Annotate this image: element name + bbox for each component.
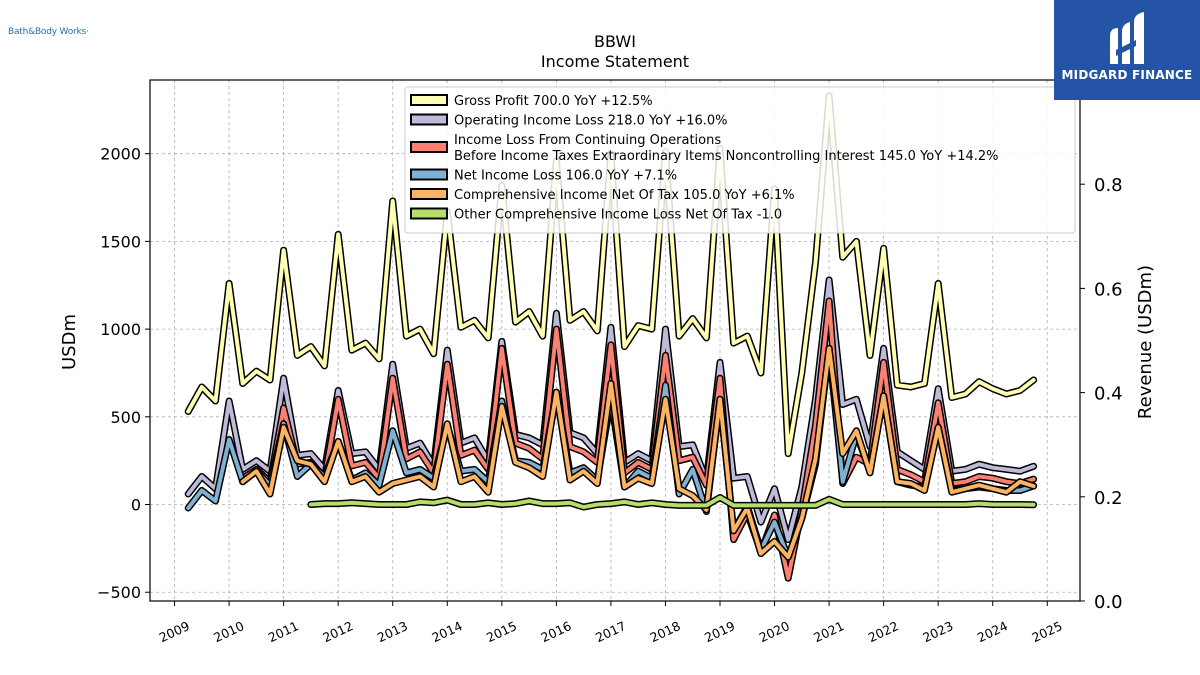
plot-border <box>149 79 1081 602</box>
x-tick-label: 2024 <box>975 618 1010 645</box>
legend: Gross Profit 700.0 YoY +12.5% Operating I… <box>404 86 1076 234</box>
legend-label-4: Comprehensive Income Net Of Tax 105.0 Yo… <box>454 188 795 203</box>
chart-title: BBWI <box>594 32 636 51</box>
x-tick-label: 2023 <box>920 618 955 645</box>
x-tick-label: 2021 <box>811 618 846 645</box>
bath-body-works-logo: Bath&Body Works· <box>8 27 89 37</box>
x-tick-label: 2022 <box>866 618 901 645</box>
legend-label-1: Operating Income Loss 218.0 YoY +16.0% <box>454 114 728 129</box>
y-right-tick-label: 0.2 <box>1094 488 1123 509</box>
series-line-4 <box>240 346 1036 560</box>
midgard-finance-logo: MIDGARD FINANCE <box>1054 0 1200 100</box>
y-tick-label: 500 <box>110 408 141 427</box>
x-tick-label: 2015 <box>484 618 519 645</box>
x-tick-label: 2020 <box>757 618 792 645</box>
y-axis-label-right: Revenue (USDm) <box>1135 265 1156 419</box>
x-tick-label: 2014 <box>429 618 464 645</box>
y-right-tick-label: 0.8 <box>1094 175 1123 196</box>
x-tick-label: 2013 <box>375 618 410 645</box>
x-tick-label: 2012 <box>320 618 355 645</box>
chart-subtitle: Income Statement <box>541 52 689 71</box>
legend-swatch-0 <box>410 94 448 106</box>
legend-swatch-1 <box>410 113 448 126</box>
x-tick-label: 2017 <box>593 618 628 645</box>
x-tick-label: 2011 <box>266 618 301 645</box>
y-axis-label: USDm <box>59 314 80 370</box>
midgard-finance-label: MIDGARD FINANCE <box>1061 68 1193 82</box>
legend-label-3: Net Income Loss 106.0 YoY +7.1% <box>454 169 677 184</box>
legend-box <box>404 86 1076 234</box>
x-tick-label: 2025 <box>1029 618 1064 645</box>
series-line-5 <box>308 495 1036 510</box>
y-right-tick-label: 0.0 <box>1094 592 1123 613</box>
x-tick-label: 2019 <box>702 618 737 645</box>
y-tick-label: 0 <box>131 496 141 515</box>
x-tick-label: 2016 <box>538 618 573 645</box>
legend-label-0: Gross Profit 700.0 YoY +12.5% <box>454 94 653 109</box>
legend-swatch-5 <box>410 207 448 220</box>
legend-swatch-2 <box>410 141 448 153</box>
legend-label-5: Other Comprehensive Income Loss Net Of T… <box>454 208 782 223</box>
y-right-tick-label: 0.4 <box>1094 384 1123 405</box>
x-tick-label: 2010 <box>211 618 246 645</box>
plot-frame <box>149 79 1081 602</box>
y-tick-label: 1500 <box>100 232 141 251</box>
y-tick-label: 1000 <box>100 320 141 339</box>
legend-swatch-4 <box>410 188 448 200</box>
x-tick-label: 2009 <box>157 618 192 645</box>
midgard-logo-icon <box>1110 12 1144 64</box>
y-right-tick-label: 0.6 <box>1094 279 1123 300</box>
y-tick-label: −500 <box>97 583 141 602</box>
x-tick-label: 2018 <box>648 618 683 645</box>
series-line-2 <box>240 299 1036 581</box>
y-tick-label: 2000 <box>100 145 141 164</box>
legend-label-2: Income Loss From Continuing Operations <box>454 133 721 148</box>
legend-swatch-3 <box>410 168 448 181</box>
legend-label-2: Before Income Taxes Extraordinary Items … <box>454 149 999 164</box>
